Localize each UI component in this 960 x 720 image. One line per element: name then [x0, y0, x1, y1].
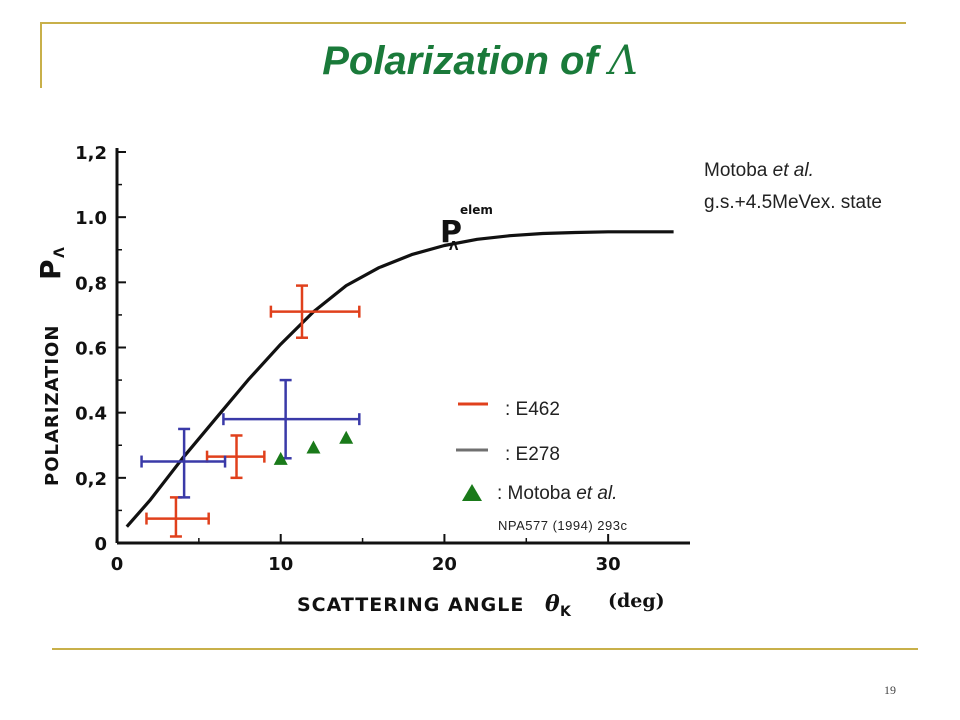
- data-point: [145, 496, 210, 538]
- legend-motoba-etal: et al.: [576, 483, 618, 504]
- triangle-marker: [273, 451, 288, 465]
- legend-e278: : E278: [505, 444, 560, 465]
- triangle-marker: [339, 430, 354, 444]
- title-text: Polarization of: [322, 39, 609, 83]
- y-tick-label: 0.4: [75, 404, 107, 425]
- title-symbol: Λ: [608, 38, 638, 84]
- bottom-rule: [52, 648, 918, 650]
- legend-swatch-motoba: [462, 484, 482, 501]
- data-point: [140, 427, 227, 499]
- page-title: Polarization of Λ: [0, 38, 960, 84]
- top-rule: [40, 22, 906, 24]
- x-tick-label: 30: [596, 554, 621, 575]
- left-rule: [40, 22, 42, 88]
- triangle-marker: [306, 440, 321, 454]
- y-tick-label: 0.6: [75, 339, 107, 360]
- y-tick-label: 0,2: [75, 469, 107, 490]
- note-etal: et al.: [772, 160, 814, 181]
- data-point: [269, 284, 361, 339]
- motoba-note-line1: Motoba et al.: [704, 160, 814, 182]
- curve-label: P: [440, 215, 462, 250]
- x-tick-label: 20: [432, 554, 457, 575]
- curve-label-sup: elem: [460, 203, 493, 217]
- note-name: Motoba: [704, 160, 773, 181]
- y-tick-label: 0,8: [75, 273, 107, 294]
- legend-motoba-name: : Motoba: [497, 483, 577, 504]
- data-point: [306, 440, 321, 454]
- theory-curve: [125, 230, 674, 528]
- y-tick-label: 1,2: [75, 143, 107, 164]
- x-axis-label: SCATTERING ANGLE: [297, 594, 524, 616]
- data-point: [205, 434, 266, 480]
- motoba-note-line2: g.s.+4.5MeVex. state: [704, 192, 882, 213]
- curve-label-sub: Λ: [449, 239, 459, 253]
- page-number: 19: [884, 683, 896, 697]
- y-axis-symbol: P: [34, 259, 67, 280]
- x-axis-symbol: θ: [545, 591, 560, 617]
- y-tick-label: 1.0: [75, 208, 107, 229]
- x-axis-subscript: K: [560, 604, 572, 620]
- data-point: [339, 430, 354, 444]
- y-axis-label: POLARIZATION: [42, 325, 63, 486]
- x-tick-label: 10: [268, 554, 293, 575]
- y-tick-label: 0: [94, 534, 107, 555]
- legend-motoba: : Motoba et al.: [497, 483, 617, 505]
- y-axis-subscript: Λ: [52, 247, 68, 258]
- x-tick-label: 0: [111, 554, 124, 575]
- legend-reference: NPA577 (1994) 293c: [498, 518, 628, 533]
- data-point: [222, 378, 361, 460]
- legend-e462: : E462: [505, 399, 560, 420]
- x-axis-unit: (deg): [608, 590, 665, 612]
- data-point: [273, 451, 288, 465]
